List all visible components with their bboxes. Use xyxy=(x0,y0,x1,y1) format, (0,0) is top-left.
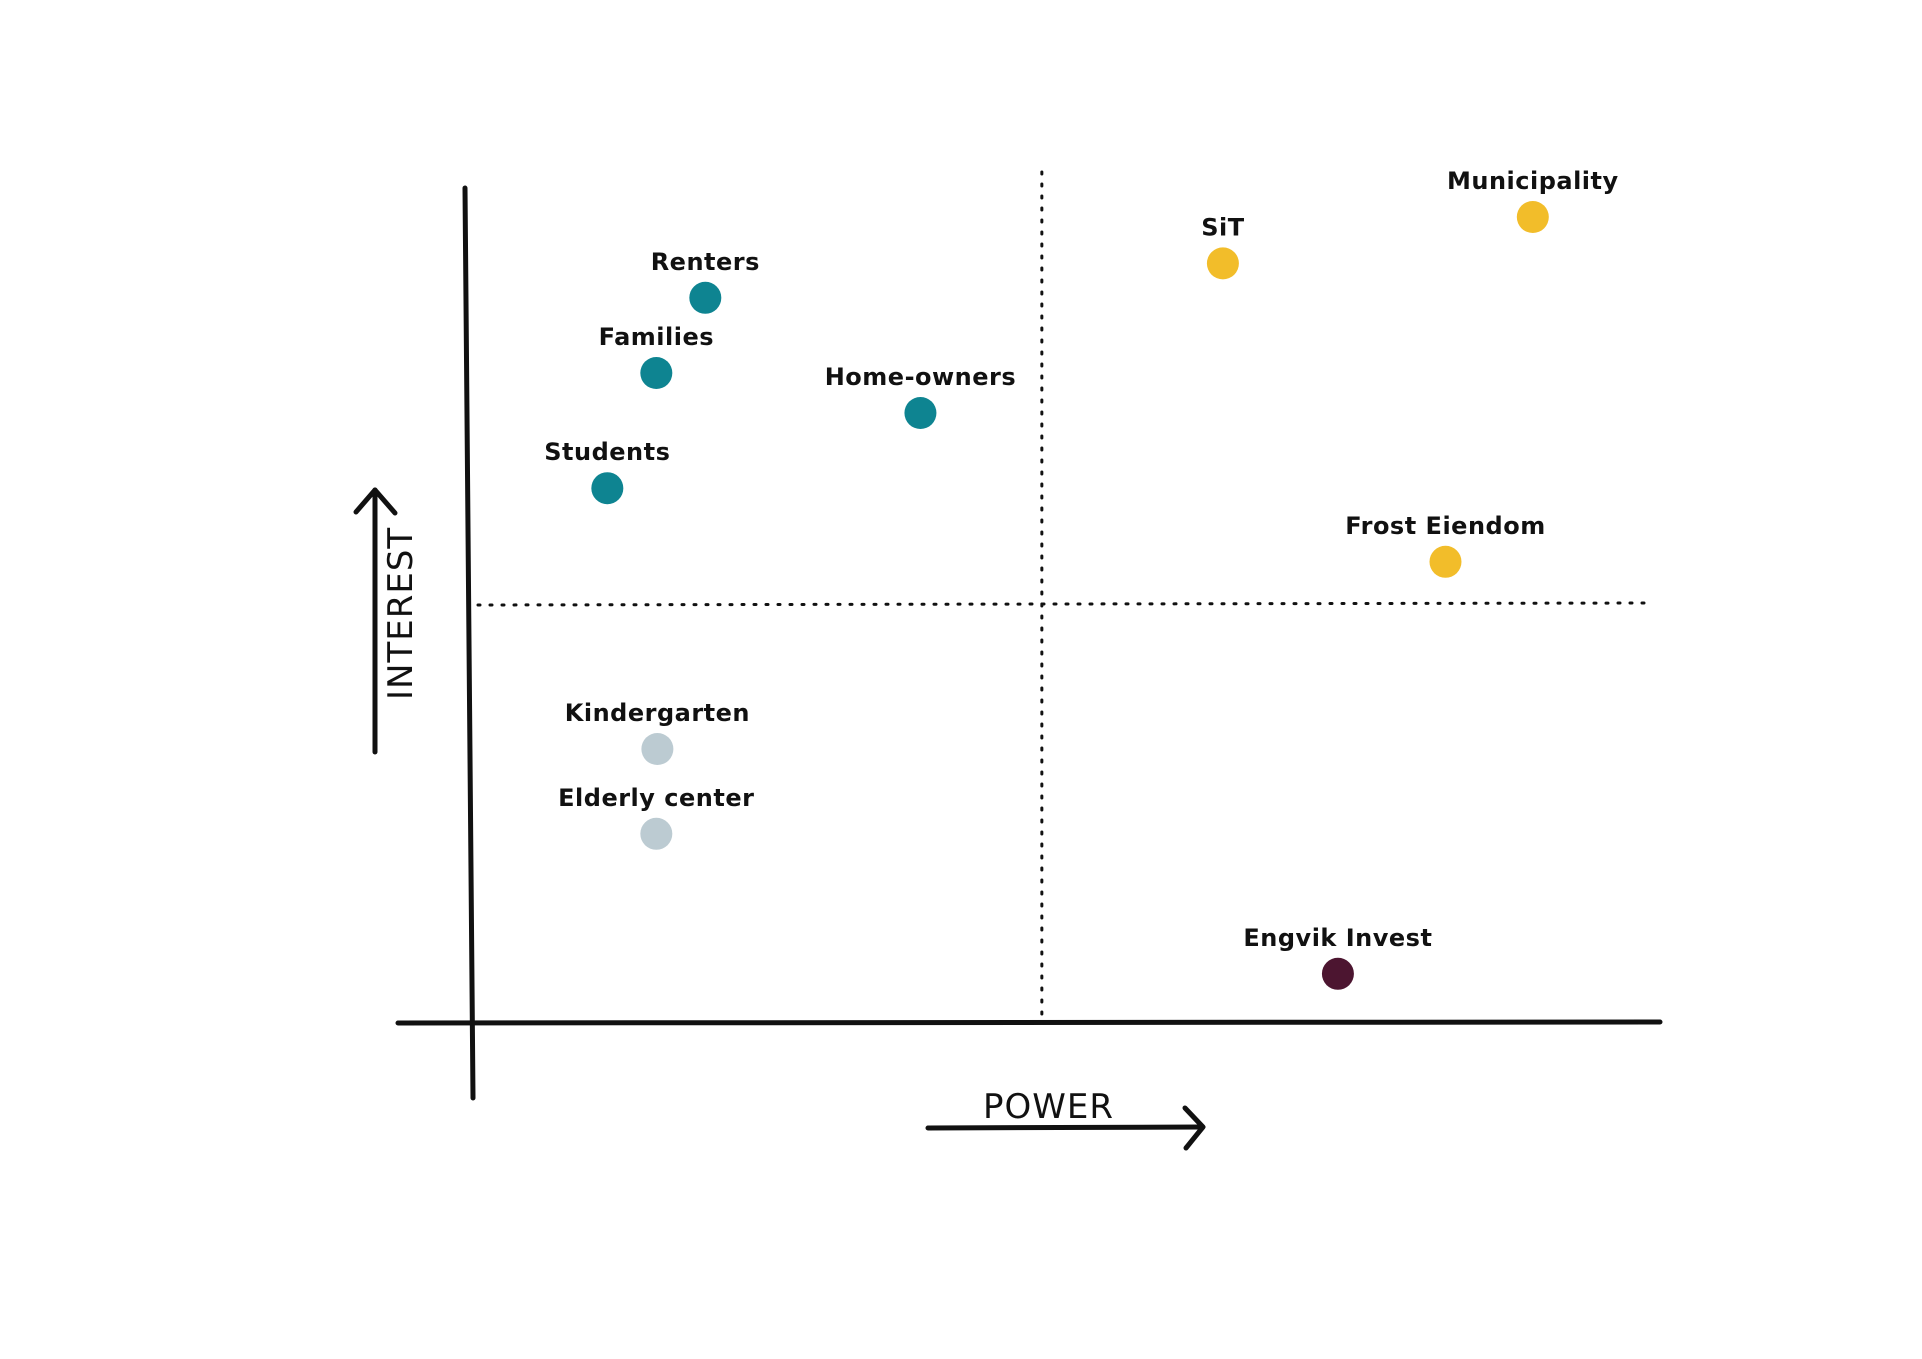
y-axis-label: INTEREST xyxy=(381,527,421,700)
point-municipality xyxy=(1516,201,1549,233)
horizontal-divider xyxy=(476,601,1654,607)
point-renters xyxy=(689,281,722,314)
x-axis-line xyxy=(395,1019,1663,1026)
point-label-frost-eiendom: Frost Eiendom xyxy=(1345,512,1545,540)
point-elderly-center xyxy=(640,817,673,850)
point-label-families: Families xyxy=(599,323,714,351)
power-arrow-icon xyxy=(925,1105,1206,1151)
point-kindergarten xyxy=(641,733,674,765)
point-label-sit: SiT xyxy=(1201,213,1245,241)
y-axis-line xyxy=(462,185,476,1101)
point-label-kindergarten: Kindergarten xyxy=(565,699,750,727)
point-students xyxy=(591,472,624,505)
point-families xyxy=(640,357,673,389)
point-label-municipality: Municipality xyxy=(1447,167,1619,195)
point-label-students: Students xyxy=(544,438,670,466)
point-frost-eiendom xyxy=(1429,545,1462,578)
point-label-engvik-invest: Engvik Invest xyxy=(1243,924,1432,952)
point-label-elderly-center: Elderly center xyxy=(558,784,754,812)
point-home-owners xyxy=(904,397,937,429)
interest-arrow-icon xyxy=(353,487,398,755)
x-axis-label: POWER xyxy=(983,1087,1114,1127)
points-layer: Renters Families Home-owners Students SiT Mun… xyxy=(544,167,1618,990)
point-label-home-owners: Home-owners xyxy=(825,363,1016,391)
point-engvik-invest xyxy=(1321,957,1354,990)
point-sit xyxy=(1206,247,1239,280)
point-label-renters: Renters xyxy=(651,248,760,276)
